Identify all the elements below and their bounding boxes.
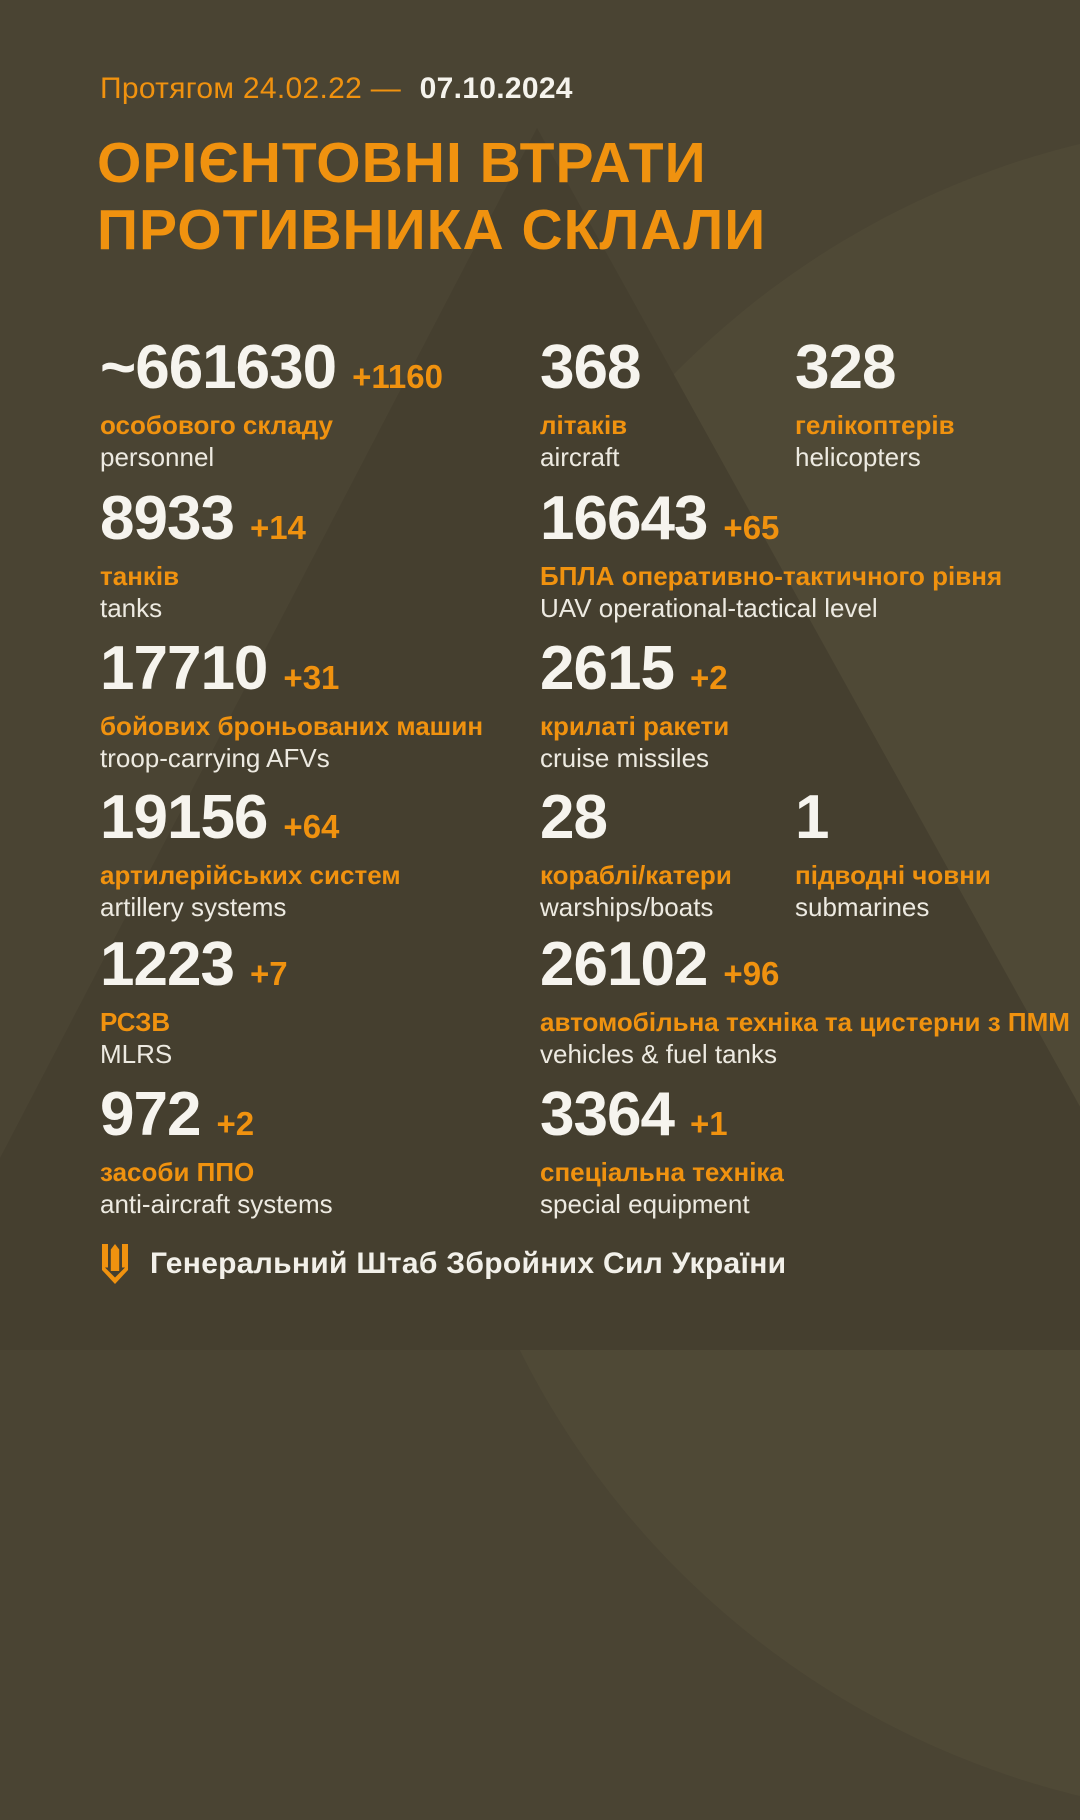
stat-label-ua: автомобільна техніка та цистерни з ПММ xyxy=(540,1007,1070,1037)
stat-label-en: warships/boats xyxy=(540,892,714,922)
stat-label-ua: засоби ППО xyxy=(100,1157,255,1187)
stat-anti-aircraft: 972 +2 засоби ППО anti-aircraft systems xyxy=(100,1083,333,1221)
stat-delta: +96 xyxy=(723,955,780,992)
stat-value: 8933 xyxy=(100,484,235,553)
stat-value: 1 xyxy=(795,783,829,852)
trident-icon xyxy=(102,1244,128,1284)
stat-label-ua: бойових броньованих машин xyxy=(100,711,484,741)
stat-uav: 16643 +65 БПЛА оперативно-тактичного рів… xyxy=(540,487,1002,625)
stat-delta: +31 xyxy=(283,659,340,696)
stat-delta: +7 xyxy=(249,955,288,992)
footer-organization: Генеральний Штаб Збройних Сил України xyxy=(150,1247,787,1280)
stat-delta: +2 xyxy=(689,659,728,696)
stat-special-equipment: 3364 +1 спеціальна техніка special equip… xyxy=(540,1083,784,1221)
stat-label-ua: артилерійських систем xyxy=(100,860,401,890)
stat-value: 2615 xyxy=(540,634,675,703)
stat-value: 368 xyxy=(540,333,641,402)
stat-label-en: UAV operational-tactical level xyxy=(540,593,878,623)
stat-label-en: aircraft xyxy=(540,442,620,472)
stat-delta: +65 xyxy=(723,509,780,546)
stat-artillery: 19156 +64 артилерійських систем artiller… xyxy=(100,786,401,924)
stat-label-ua: крилаті ракети xyxy=(540,711,730,741)
stat-label-ua: особового складу xyxy=(100,410,333,440)
stat-label-ua: гелікоптерів xyxy=(795,410,955,440)
stat-value: ~661630 xyxy=(100,333,337,402)
stat-delta: +2 xyxy=(216,1105,255,1142)
stat-label-en: special equipment xyxy=(540,1189,750,1219)
stat-label-en: tanks xyxy=(100,593,163,623)
stat-vehicles: 26102 +96 автомобільна техніка та цистер… xyxy=(540,933,1070,1071)
stat-cruise-missiles: 2615 +2 крилаті ракети cruise missiles xyxy=(540,637,729,775)
stat-delta: +64 xyxy=(283,808,340,845)
stat-aircraft: 368 літаків aircraft xyxy=(540,336,656,474)
infographic: Протягом 24.02.22 — 07.10.2024 ОРІЄНТОВН… xyxy=(97,72,1070,1284)
stat-submarines: 1 підводні човни submarines xyxy=(795,786,991,924)
stat-label-ua: спеціальна техніка xyxy=(540,1157,784,1187)
stat-mlrs: 1223 +7 РСЗВ MLRS xyxy=(100,933,288,1071)
stat-label-en: personnel xyxy=(100,442,215,472)
stat-value: 26102 xyxy=(540,930,708,999)
stat-label-en: troop-carrying AFVs xyxy=(100,743,330,773)
stat-value: 28 xyxy=(540,783,608,852)
stat-afv: 17710 +31 бойових броньованих машин troo… xyxy=(100,637,483,775)
page-title-line2: ПРОТИВНИКА СКЛАЛИ xyxy=(97,198,767,262)
period-prefix: Протягом 24.02.22 — xyxy=(100,72,401,105)
footer: Генеральний Штаб Збройних Сил України xyxy=(100,1244,786,1284)
stat-value: 1223 xyxy=(100,930,235,999)
stat-label-en: cruise missiles xyxy=(540,743,710,773)
stat-value: 3364 xyxy=(540,1080,675,1149)
stat-label-ua: танків xyxy=(100,561,180,591)
stat-label-ua: підводні човни xyxy=(795,860,991,890)
report-date: 07.10.2024 xyxy=(419,72,573,105)
stat-delta: +14 xyxy=(249,509,306,546)
stat-value: 19156 xyxy=(100,783,268,852)
stat-label-en: helicopters xyxy=(795,442,921,472)
stat-value: 17710 xyxy=(100,634,268,703)
stat-label-en: artillery systems xyxy=(100,892,287,922)
stat-helicopters: 328 гелікоптерів helicopters xyxy=(795,336,955,474)
stat-label-ua: літаків xyxy=(540,410,628,440)
stat-value: 972 xyxy=(100,1080,201,1149)
page-title-line1: ОРІЄНТОВНІ ВТРАТИ xyxy=(97,131,707,195)
stat-delta: +1160 xyxy=(352,358,443,395)
stat-label-ua: РСЗВ xyxy=(100,1007,171,1037)
stat-delta: +1 xyxy=(689,1105,728,1142)
stat-value: 16643 xyxy=(540,484,708,553)
page-title: ОРІЄНТОВНІ ВТРАТИ ПРОТИВНИКА СКЛАЛИ xyxy=(97,130,766,264)
stat-tanks: 8933 +14 танків tanks xyxy=(100,487,306,625)
stat-label-en: submarines xyxy=(795,892,930,922)
stat-warships: 28 кораблі/катери warships/boats xyxy=(540,786,732,924)
stat-value: 328 xyxy=(795,333,896,402)
stat-label-ua: кораблі/катери xyxy=(540,860,732,890)
stat-personnel: ~661630 +1160 особового складу personnel xyxy=(100,336,443,474)
stat-label-en: MLRS xyxy=(100,1039,173,1069)
report-period: Протягом 24.02.22 — 07.10.2024 xyxy=(100,72,573,106)
stat-label-en: anti-aircraft systems xyxy=(100,1189,333,1219)
stat-label-ua: БПЛА оперативно-тактичного рівня xyxy=(540,561,1003,591)
stat-label-en: vehicles & fuel tanks xyxy=(540,1039,778,1069)
